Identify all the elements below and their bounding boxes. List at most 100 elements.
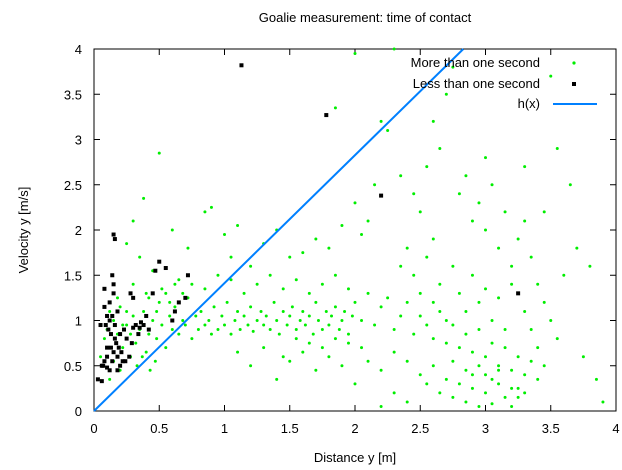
y-tick-label: 1 <box>75 314 82 329</box>
x-tick-label: 1.5 <box>281 421 299 436</box>
data-point-more <box>451 65 455 69</box>
data-point-more <box>168 300 172 304</box>
data-point-more <box>470 219 474 223</box>
data-point-more <box>484 228 487 232</box>
data-point-more <box>418 373 422 377</box>
data-point-more <box>249 305 253 309</box>
data-point-more <box>144 291 148 295</box>
data-point-more <box>425 323 429 327</box>
data-point-more <box>255 319 259 322</box>
data-point-more <box>155 337 159 341</box>
data-point-less <box>112 237 117 242</box>
data-point-less <box>185 273 190 278</box>
data-point-less <box>144 313 149 318</box>
data-point-more <box>181 291 185 295</box>
data-point-more <box>529 328 533 332</box>
data-point-more <box>353 300 357 304</box>
data-point-more <box>464 368 468 372</box>
data-point-less <box>110 359 115 364</box>
data-point-more <box>194 314 198 318</box>
data-point-less <box>172 309 177 314</box>
data-point-more <box>542 300 546 304</box>
data-point-more <box>262 346 266 350</box>
data-point-more <box>301 350 305 354</box>
data-point-more <box>490 402 494 406</box>
data-point-more <box>229 255 233 259</box>
data-point-more <box>451 359 455 363</box>
data-point-more <box>405 400 409 404</box>
data-point-more <box>314 237 318 241</box>
data-point-more <box>477 328 481 332</box>
data-point-less <box>115 368 120 373</box>
data-point-less <box>163 266 168 271</box>
data-point-less <box>118 332 123 337</box>
data-point-more <box>477 300 481 304</box>
data-point-less <box>111 282 116 287</box>
data-point-more <box>444 92 448 96</box>
data-point-more <box>431 364 435 368</box>
data-point-more <box>186 246 190 250</box>
data-point-more <box>594 377 598 381</box>
x-tick-label: 1 <box>221 421 228 436</box>
data-point-more <box>379 368 383 372</box>
data-point-more <box>290 305 294 309</box>
data-point-more <box>431 337 435 341</box>
data-point-more <box>484 373 487 377</box>
data-point-more <box>484 156 487 160</box>
data-point-more <box>327 323 331 327</box>
data-point-more <box>288 255 292 259</box>
data-point-more <box>153 359 157 363</box>
data-point-less <box>150 291 155 296</box>
legend-marker-less <box>572 82 576 86</box>
data-point-more <box>399 264 403 268</box>
data-point-more <box>121 323 125 327</box>
data-point-less <box>124 336 129 341</box>
data-point-less <box>102 304 107 309</box>
data-point-more <box>102 337 106 341</box>
data-point-more <box>311 332 315 336</box>
data-point-more <box>444 341 448 345</box>
data-point-more <box>157 151 161 155</box>
data-point-more <box>121 346 125 350</box>
data-point-less <box>119 350 124 355</box>
data-point-more <box>236 350 240 354</box>
data-point-more <box>353 382 357 386</box>
data-point-more <box>268 328 272 332</box>
data-point-more <box>366 291 370 295</box>
data-point-more <box>510 404 514 408</box>
data-point-more <box>457 291 461 295</box>
data-point-more <box>164 346 168 350</box>
data-point-less <box>239 63 244 68</box>
data-point-more <box>464 174 468 178</box>
data-point-more <box>503 210 507 214</box>
data-point-more <box>170 328 174 332</box>
data-point-more <box>144 350 148 354</box>
data-point-more <box>497 382 501 386</box>
x-tick-labels: 0 0.5 1 1.5 2 2.5 3 3.5 4 <box>90 421 619 436</box>
data-point-more <box>523 373 527 377</box>
data-point-more <box>360 346 364 350</box>
data-point-more <box>196 328 200 332</box>
data-point-more <box>451 395 455 399</box>
data-point-less <box>120 359 125 364</box>
data-point-more <box>320 328 324 332</box>
data-point-more <box>523 165 527 169</box>
data-point-more <box>438 391 442 395</box>
legend: More than one second Less than one secon… <box>411 55 597 111</box>
data-point-more <box>340 223 344 227</box>
data-point-less <box>99 379 104 384</box>
data-point-more <box>242 314 246 318</box>
data-point-more <box>405 246 409 250</box>
data-point-more <box>108 377 112 381</box>
data-point-more <box>249 364 253 368</box>
data-point-more <box>236 309 240 313</box>
data-point-less <box>105 345 110 350</box>
data-point-more <box>209 332 213 336</box>
data-point-more <box>484 391 487 395</box>
data-point-more <box>229 332 233 336</box>
y-axis-label: Velocity y [m/s] <box>16 187 31 274</box>
data-point-more <box>490 341 494 345</box>
data-point-more <box>203 323 207 327</box>
data-point-more <box>510 282 514 286</box>
data-point-less <box>183 295 188 300</box>
